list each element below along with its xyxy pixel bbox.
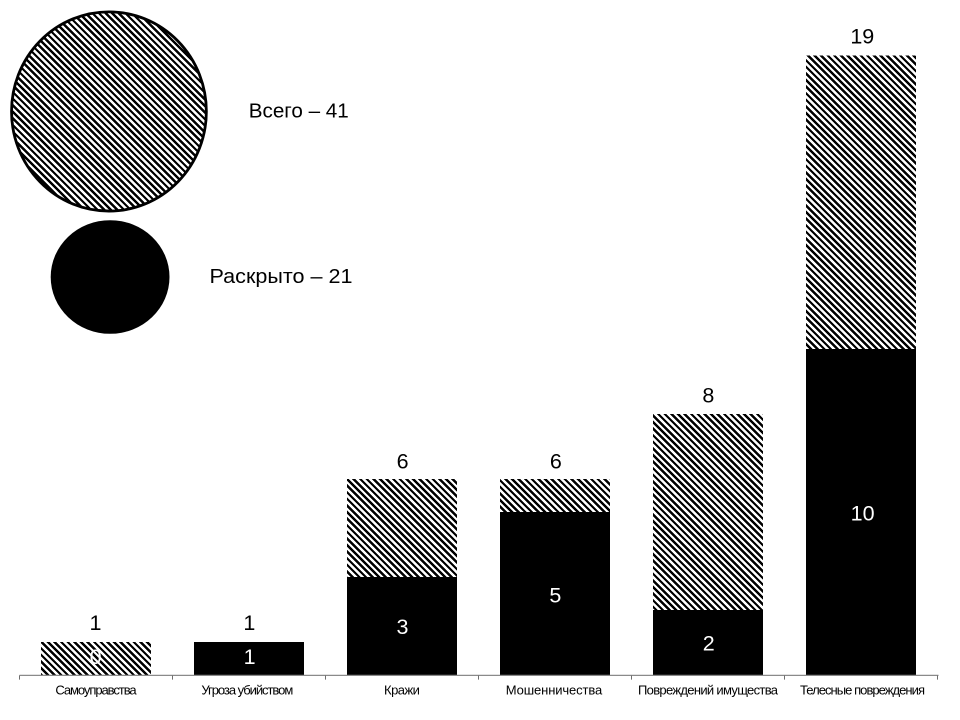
svg-text:0: 0 [90, 645, 102, 669]
svg-text:Повреждений имущества: Повреждений имущества [638, 683, 779, 698]
svg-text:8: 8 [702, 384, 714, 408]
svg-text:Раскрыто – 21: Раскрыто – 21 [210, 266, 353, 288]
svg-text:6: 6 [550, 450, 562, 474]
svg-text:Мошенничества: Мошенничества [506, 683, 603, 698]
svg-text:Телесные повреждения: Телесные повреждения [800, 683, 925, 698]
svg-text:1: 1 [244, 645, 256, 669]
svg-text:5: 5 [549, 583, 561, 607]
svg-text:2: 2 [703, 632, 715, 656]
svg-text:Кражи: Кражи [384, 683, 420, 698]
svg-text:3: 3 [397, 615, 409, 639]
svg-text:Всего – 41: Всего – 41 [249, 101, 349, 123]
svg-text:19: 19 [850, 25, 874, 49]
svg-text:1: 1 [243, 611, 255, 635]
svg-text:10: 10 [851, 501, 875, 525]
svg-text:6: 6 [397, 450, 409, 474]
svg-text:Самоуправства: Самоуправства [55, 683, 137, 698]
svg-text:Угроза убийством: Угроза убийством [201, 683, 293, 698]
svg-text:1: 1 [90, 611, 102, 635]
